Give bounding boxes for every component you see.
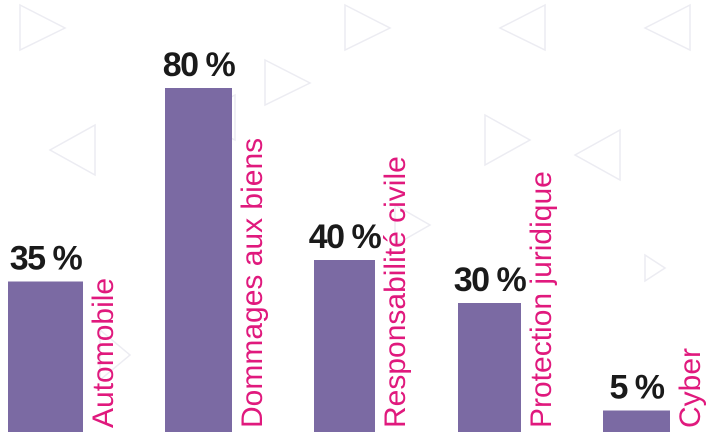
bar-dommages-aux-biens [165, 88, 232, 432]
bar-responsabilite-civile [314, 260, 375, 432]
decorative-triangle [99, 328, 132, 382]
category-label-automobile: Automobile [87, 278, 120, 428]
decorative-triangle [48, 123, 96, 177]
bar-cyber [603, 410, 670, 432]
decorative-triangle [19, 3, 67, 52]
decorative-triangle [264, 58, 312, 107]
value-label-cyber: 5 % [609, 369, 664, 407]
value-label-responsabilite-civile: 40 % [309, 218, 382, 256]
decorative-triangle [484, 113, 532, 167]
category-label-cyber: Cyber [674, 348, 707, 428]
decorative-triangle [644, 253, 667, 283]
value-label-protection-juridique: 30 % [454, 261, 527, 299]
category-label-protection-juridique: Protection juridique [525, 171, 558, 428]
bar-protection-juridique [458, 303, 521, 432]
decorative-triangle [498, 3, 546, 52]
decorative-triangle [573, 128, 621, 182]
bar-automobile [8, 281, 83, 432]
decorative-triangle [344, 3, 392, 52]
category-label-dommages-aux-biens: Dommages aux biens [236, 138, 269, 428]
decorative-triangle [394, 203, 432, 247]
value-label-dommages-aux-biens: 80 % [163, 46, 236, 84]
decorative-triangle [643, 3, 691, 52]
value-label-automobile: 35 % [10, 240, 83, 278]
category-label-responsabilite-civile: Responsabilité civile [379, 156, 412, 428]
